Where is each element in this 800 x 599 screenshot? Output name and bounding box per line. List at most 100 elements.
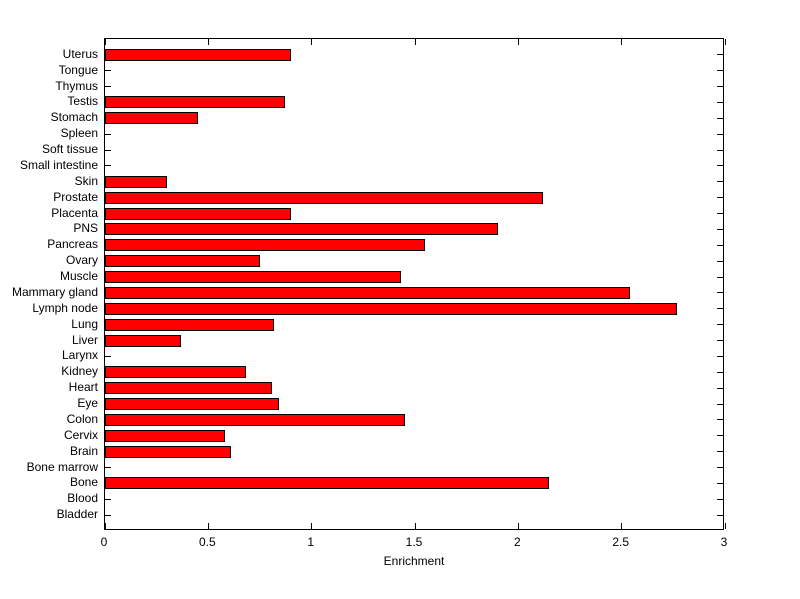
y-tick-mark — [105, 498, 111, 500]
y-tick-mark — [717, 340, 723, 342]
bar — [105, 477, 550, 490]
y-tick-label: Colon — [66, 411, 98, 426]
y-tick-mark — [717, 308, 723, 310]
y-tick-label: Skin — [74, 173, 98, 188]
bar — [105, 239, 426, 252]
x-tick-mark — [414, 523, 416, 529]
y-tick-mark — [717, 165, 723, 167]
y-tick-label: Stomach — [50, 110, 98, 125]
bar — [105, 48, 291, 61]
y-axis-tick-labels: Uterus Tongue Thymus Testis Stomach Spleen Sof… — [0, 38, 98, 530]
y-tick-label: Lymph node — [32, 300, 98, 315]
bar — [105, 398, 279, 411]
bar — [105, 223, 498, 236]
y-tick-mark — [717, 101, 723, 103]
y-tick-label: Tongue — [58, 62, 98, 77]
x-tick-mark — [207, 39, 209, 45]
y-tick-mark — [105, 165, 111, 167]
y-tick-mark — [717, 482, 723, 484]
y-tick-mark — [105, 149, 111, 151]
plot-area — [104, 38, 726, 530]
y-tick-label: Placenta — [51, 205, 98, 220]
bar — [105, 191, 544, 204]
bar — [105, 429, 225, 442]
y-tick-mark — [717, 467, 723, 469]
y-tick-mark — [105, 514, 111, 516]
bar — [105, 334, 182, 347]
y-tick-mark — [105, 467, 111, 469]
x-tick-label: 2 — [513, 535, 521, 549]
y-tick-label: Liver — [71, 332, 98, 347]
x-tick-label: 0.5 — [198, 535, 216, 549]
x-tick-mark — [207, 523, 209, 529]
y-tick-label: Cervix — [63, 427, 98, 442]
bar — [105, 286, 630, 299]
bar — [105, 366, 246, 379]
y-tick-label: Muscle — [59, 269, 98, 284]
x-tick-mark — [414, 39, 416, 45]
y-tick-mark — [717, 70, 723, 72]
y-tick-label: Kidney — [61, 364, 98, 379]
y-tick-mark — [717, 324, 723, 326]
y-tick-label: Eye — [77, 396, 98, 411]
y-tick-mark — [717, 260, 723, 262]
bar — [105, 302, 678, 315]
x-tick-mark — [311, 39, 313, 45]
bar — [105, 112, 198, 125]
y-tick-label: Bladder — [56, 507, 98, 522]
bar — [105, 207, 291, 220]
y-tick-mark — [717, 228, 723, 230]
x-tick-mark — [621, 39, 623, 45]
y-tick-mark — [717, 371, 723, 373]
x-axis-label: Enrichment — [383, 554, 445, 568]
y-tick-label: Small intestine — [19, 157, 98, 172]
x-tick-label: 2.5 — [612, 535, 629, 549]
y-tick-mark — [717, 117, 723, 119]
y-tick-mark — [717, 54, 723, 56]
y-tick-mark — [717, 149, 723, 151]
y-tick-label: Mammary gland — [11, 284, 98, 299]
y-tick-mark — [717, 498, 723, 500]
y-tick-label: Brain — [69, 443, 98, 458]
bar — [105, 175, 167, 188]
y-tick-label: Soft tissue — [41, 142, 98, 157]
y-tick-mark — [717, 197, 723, 199]
bar — [105, 445, 232, 458]
x-tick-label: 0 — [100, 535, 108, 549]
y-tick-label: Lung — [71, 316, 98, 331]
y-tick-mark — [717, 419, 723, 421]
y-tick-mark — [717, 133, 723, 135]
bar — [105, 382, 273, 395]
y-tick-mark — [717, 355, 723, 357]
y-tick-mark — [717, 292, 723, 294]
y-tick-label: Pancreas — [47, 237, 98, 252]
bar — [105, 271, 401, 284]
y-tick-mark — [717, 213, 723, 215]
x-tick-mark — [517, 39, 519, 45]
bar — [105, 413, 405, 426]
x-tick-mark — [724, 523, 726, 529]
y-tick-label: Spleen — [60, 126, 98, 141]
bar — [105, 318, 275, 331]
bar — [105, 255, 260, 268]
x-tick-label: 3 — [720, 535, 728, 549]
y-tick-label: Bone — [69, 475, 98, 490]
bar — [105, 96, 285, 109]
y-tick-label: Bone marrow — [26, 459, 98, 474]
x-tick-mark — [104, 39, 106, 45]
y-tick-mark — [717, 244, 723, 246]
y-tick-mark — [717, 403, 723, 405]
x-tick-mark — [104, 523, 106, 529]
y-tick-label: PNS — [73, 221, 98, 236]
y-tick-label: Uterus — [62, 46, 98, 61]
x-tick-label: 1 — [307, 535, 314, 549]
y-tick-mark — [717, 514, 723, 516]
y-tick-mark — [717, 435, 723, 437]
y-tick-label: Ovary — [65, 253, 98, 268]
y-tick-label: Larynx — [61, 348, 98, 363]
y-tick-mark — [105, 133, 111, 135]
y-tick-mark — [717, 451, 723, 453]
y-tick-mark — [105, 355, 111, 357]
y-tick-mark — [105, 86, 111, 88]
